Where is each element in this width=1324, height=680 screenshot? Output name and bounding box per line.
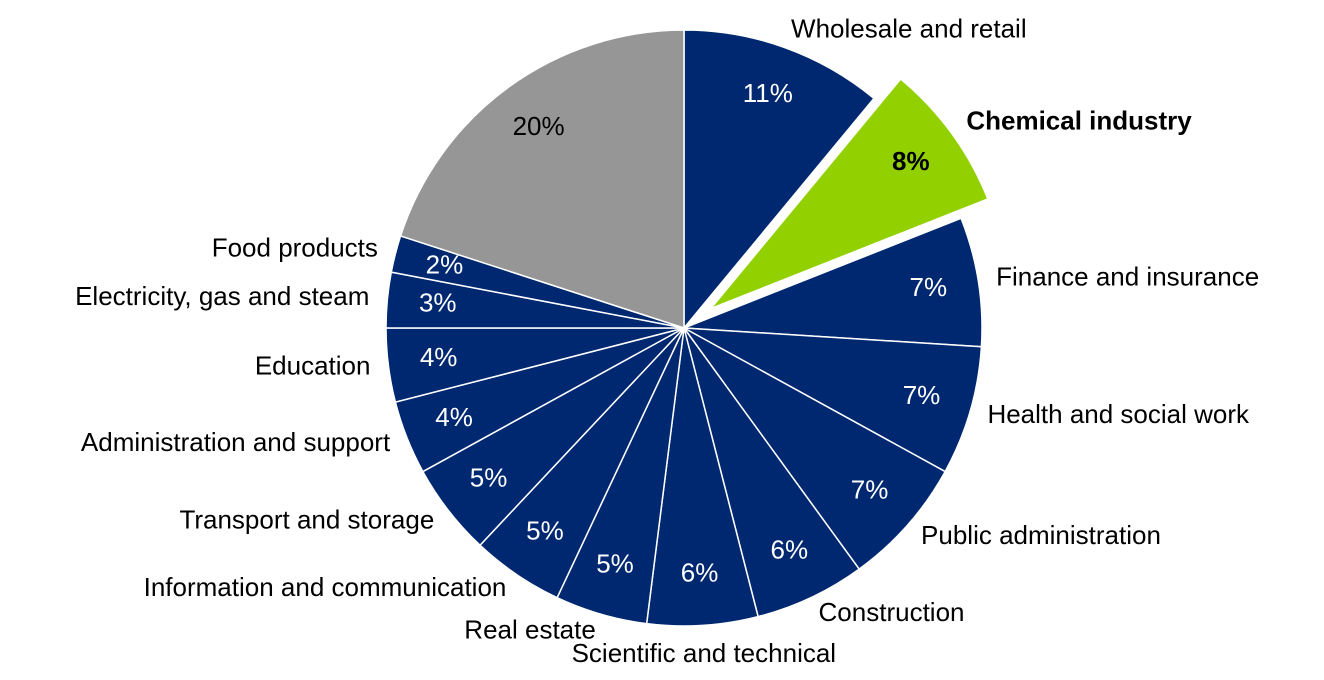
value-label: 20%: [513, 111, 565, 141]
category-label: Wholesale and retail: [791, 14, 1027, 44]
value-label: 4%: [420, 342, 458, 372]
value-label: 4%: [435, 402, 473, 432]
category-label: Finance and insurance: [996, 261, 1259, 291]
value-label: 6%: [771, 535, 809, 565]
value-label: 3%: [419, 288, 457, 318]
pie-slice: [683, 29, 876, 331]
pie-slice: [710, 77, 989, 310]
value-label: 6%: [681, 558, 719, 588]
category-label: Education: [255, 350, 371, 380]
value-label: 5%: [526, 515, 564, 545]
value-label: 7%: [903, 380, 941, 410]
value-label: 5%: [596, 548, 634, 578]
pie-slice: [683, 327, 983, 473]
category-label: Construction: [819, 597, 965, 627]
value-label: 5%: [470, 462, 508, 492]
category-label: Food products: [212, 232, 378, 262]
pie-slice: [683, 327, 947, 571]
category-label: Information and communication: [144, 572, 507, 602]
category-label: Administration and support: [81, 427, 391, 457]
value-label: 7%: [910, 272, 948, 302]
value-label: 8%: [892, 146, 930, 176]
value-label: 11%: [743, 78, 793, 108]
pie-slice: [399, 29, 685, 330]
category-label: Public administration: [921, 520, 1161, 550]
pie-slice: [683, 217, 983, 348]
category-label: Real estate: [464, 614, 596, 644]
value-label: 7%: [851, 474, 889, 504]
category-label: Transport and storage: [179, 505, 434, 535]
category-label: Health and social work: [987, 399, 1250, 429]
category-label: Scientific and technical: [572, 638, 836, 668]
category-label: Electricity, gas and steam: [75, 281, 369, 311]
category-label: Chemical industry: [966, 106, 1192, 136]
